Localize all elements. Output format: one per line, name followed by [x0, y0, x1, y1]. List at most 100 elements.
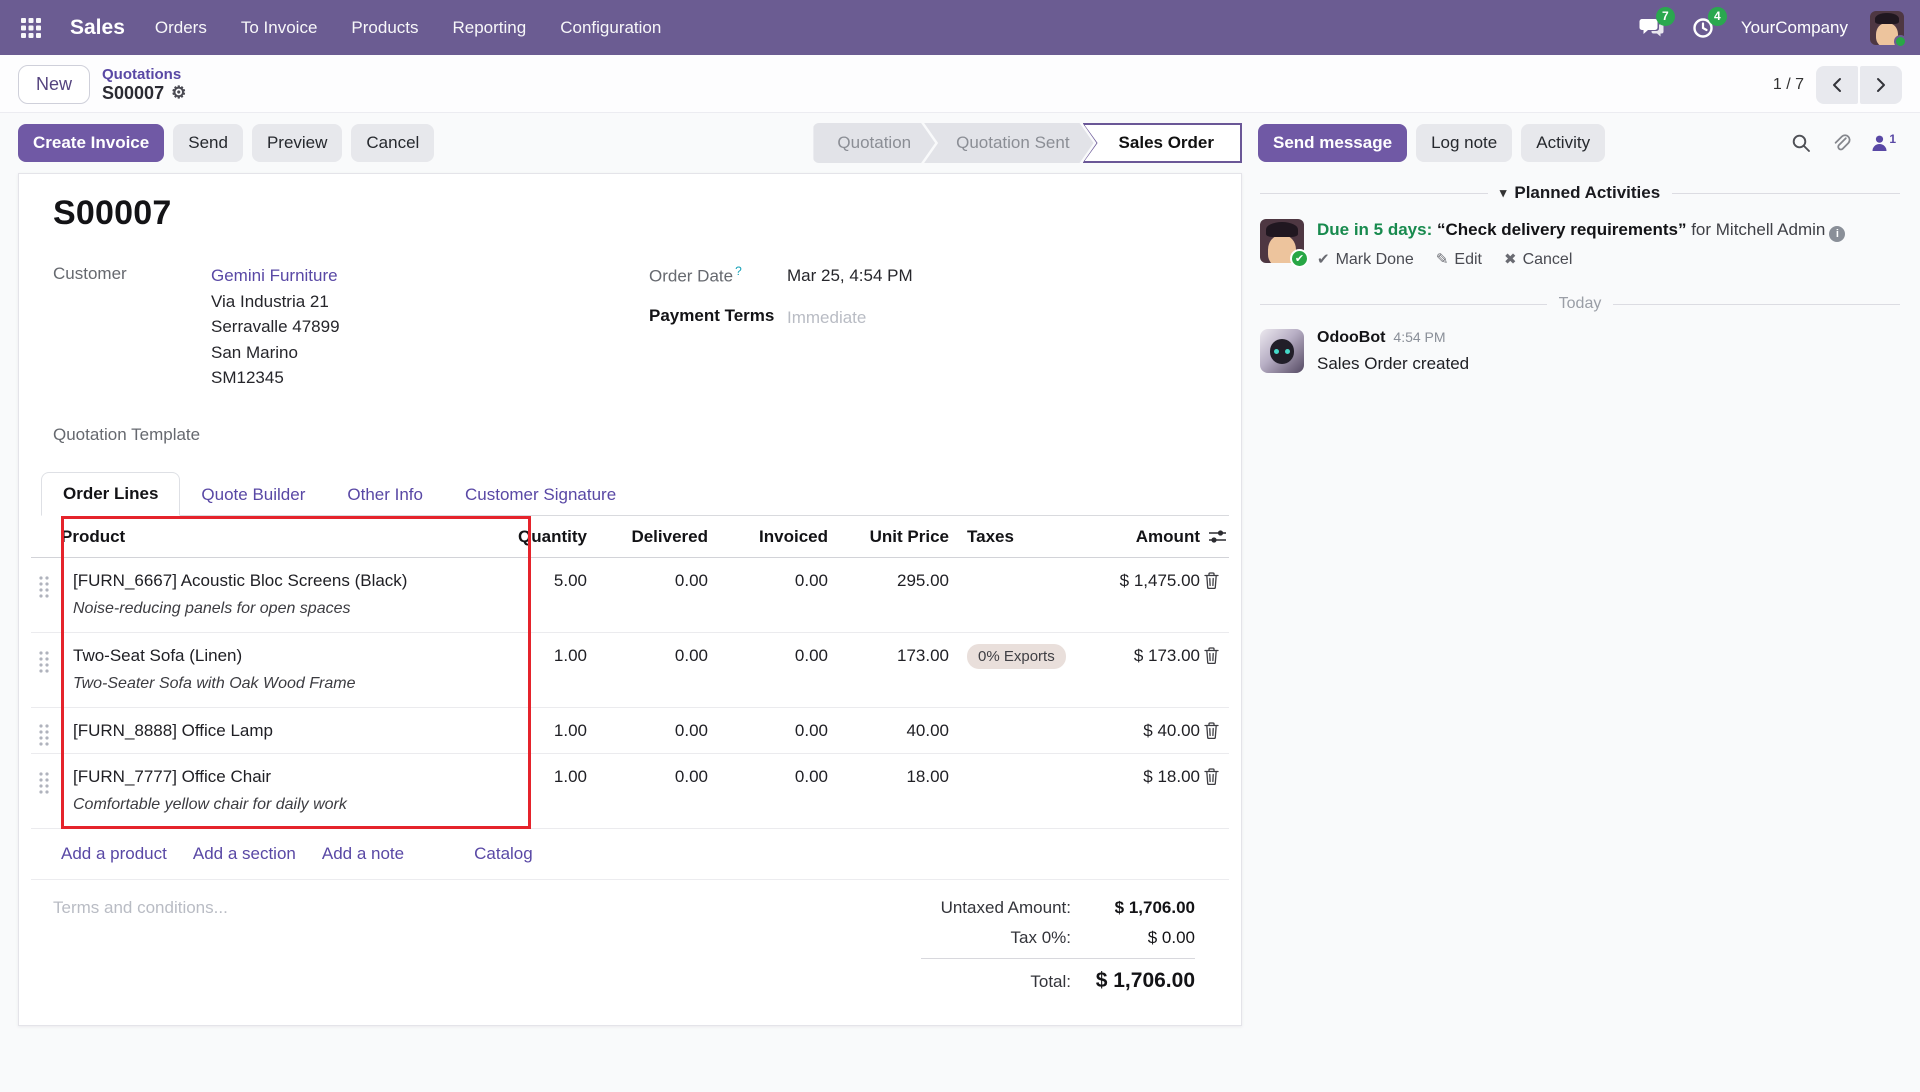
pager-previous-button[interactable]	[1816, 65, 1858, 104]
product-name[interactable]: Two-Seat Sofa (Linen)	[73, 645, 243, 665]
col-header-invoiced[interactable]: Invoiced	[759, 526, 828, 546]
apps-grid-icon[interactable]	[12, 9, 50, 47]
status-step-quotation-sent[interactable]: Quotation Sent	[924, 123, 1093, 163]
product-description[interactable]: Comfortable yellow chair for daily work	[73, 795, 347, 813]
terms-and-conditions-field[interactable]: Terms and conditions...	[53, 897, 228, 917]
catalog-link[interactable]: Catalog	[474, 843, 533, 863]
planned-activities-header[interactable]: ▾ Planned Activities	[1260, 183, 1900, 203]
unit-price-cell[interactable]: 40.00	[906, 720, 949, 740]
col-header-unit-price[interactable]: Unit Price	[869, 526, 949, 546]
product-description[interactable]: Two-Seater Sofa with Oak Wood Frame	[73, 674, 356, 692]
delivered-cell[interactable]: 0.00	[674, 645, 708, 665]
company-switcher[interactable]: YourCompany	[1740, 17, 1848, 37]
product-description[interactable]: Noise-reducing panels for open spaces	[73, 599, 351, 617]
drag-handle-icon[interactable]	[31, 633, 57, 707]
taxes-cell[interactable]	[953, 754, 1098, 828]
cancel-button[interactable]: Cancel	[351, 124, 435, 162]
optional-columns-icon[interactable]	[1204, 516, 1231, 557]
quantity-cell[interactable]: 1.00	[553, 766, 587, 786]
nav-menu-products[interactable]: Products	[351, 17, 419, 37]
delivered-cell[interactable]: 0.00	[674, 720, 708, 740]
settings-gear-icon[interactable]: ⚙	[171, 83, 187, 103]
cancel-activity-link[interactable]: ✖ Cancel	[1503, 251, 1573, 269]
unit-price-cell[interactable]: 295.00	[897, 570, 949, 590]
table-row[interactable]: [FURN_6667] Acoustic Bloc Screens (Black…	[31, 558, 1229, 633]
quantity-cell[interactable]: 1.00	[553, 645, 587, 665]
attachment-icon[interactable]	[1831, 133, 1851, 154]
tab-order-lines[interactable]: Order Lines	[41, 471, 181, 516]
delivered-cell[interactable]: 0.00	[674, 766, 708, 786]
status-step-quotation[interactable]: Quotation	[813, 123, 935, 163]
table-footer-links: Add a product Add a section Add a note C…	[31, 829, 1229, 880]
unit-price-cell[interactable]: 18.00	[906, 766, 949, 786]
tab-other-info[interactable]: Other Info	[347, 484, 423, 504]
chatter: Send message Log note Activity 1 ▾ Plann…	[1258, 113, 1902, 1026]
product-name[interactable]: [FURN_8888] Office Lamp	[73, 720, 273, 740]
send-button[interactable]: Send	[173, 124, 243, 162]
delete-row-icon[interactable]	[1204, 754, 1231, 828]
activity-button[interactable]: Activity	[1521, 124, 1606, 162]
nav-menu-to-invoice[interactable]: To Invoice	[240, 17, 318, 37]
invoiced-cell[interactable]: 0.00	[794, 570, 828, 590]
col-header-product[interactable]: Product	[61, 526, 126, 546]
tab-customer-signature[interactable]: Customer Signature	[464, 484, 617, 504]
delete-row-icon[interactable]	[1204, 708, 1231, 753]
order-date-value[interactable]: Mar 25, 4:54 PM	[787, 266, 913, 285]
quantity-cell[interactable]: 5.00	[553, 570, 587, 590]
taxes-cell[interactable]	[953, 558, 1098, 632]
pager-next-button[interactable]	[1860, 65, 1902, 104]
activities-icon[interactable]: 4	[1689, 6, 1727, 43]
table-row[interactable]: [FURN_8888] Office Lamp 1.00 0.00 0.00 4…	[31, 708, 1229, 754]
invoiced-cell[interactable]: 0.00	[794, 766, 828, 786]
tax-tag[interactable]: 0% Exports	[967, 643, 1066, 669]
messages-icon[interactable]: 7	[1637, 6, 1675, 43]
add-section-link[interactable]: Add a section	[192, 843, 296, 863]
delivered-cell[interactable]: 0.00	[674, 570, 708, 590]
taxes-cell[interactable]	[953, 708, 1098, 753]
payment-terms-field[interactable]: Immediate	[787, 307, 867, 327]
add-product-link[interactable]: Add a product	[61, 843, 167, 863]
table-header-row: Product Quantity Delivered Invoiced Unit…	[31, 516, 1229, 558]
edit-activity-link[interactable]: ✎ Edit	[1435, 251, 1482, 269]
help-question-icon: ?	[735, 264, 742, 278]
nav-menu-configuration[interactable]: Configuration	[560, 17, 662, 37]
invoiced-cell[interactable]: 0.00	[794, 720, 828, 740]
send-message-button[interactable]: Send message	[1258, 124, 1408, 162]
product-name[interactable]: [FURN_6667] Acoustic Bloc Screens (Black…	[73, 570, 408, 590]
breadcrumb-quotations[interactable]: Quotations	[102, 65, 182, 83]
delete-row-icon[interactable]	[1204, 633, 1231, 707]
delete-row-icon[interactable]	[1204, 558, 1231, 632]
preview-button[interactable]: Preview	[251, 124, 343, 162]
add-note-link[interactable]: Add a note	[321, 843, 405, 863]
followers-count: 1	[1889, 132, 1896, 146]
unit-price-cell[interactable]: 173.00	[897, 645, 949, 665]
search-messages-icon[interactable]	[1791, 133, 1811, 153]
customer-link[interactable]: Gemini Furniture	[211, 266, 338, 285]
app-title[interactable]: Sales	[70, 15, 125, 39]
drag-handle-icon[interactable]	[31, 558, 57, 632]
nav-menu-orders[interactable]: Orders	[154, 17, 207, 37]
create-invoice-button[interactable]: Create Invoice	[18, 124, 165, 162]
status-step-sales-order[interactable]: Sales Order	[1082, 123, 1242, 163]
product-name[interactable]: [FURN_7777] Office Chair	[73, 766, 272, 786]
followers-icon[interactable]: 1	[1871, 132, 1896, 152]
invoiced-cell[interactable]: 0.00	[794, 645, 828, 665]
col-header-delivered[interactable]: Delivered	[631, 526, 708, 546]
trash-glyph	[1204, 767, 1219, 785]
mark-done-link[interactable]: ✔ Mark Done	[1317, 251, 1414, 269]
quantity-cell[interactable]: 1.00	[553, 720, 587, 740]
tab-quote-builder[interactable]: Quote Builder	[201, 484, 306, 504]
odoobot-avatar	[1260, 329, 1304, 374]
taxes-cell[interactable]: 0% Exports	[953, 633, 1098, 707]
drag-handle-icon[interactable]	[31, 708, 57, 753]
col-header-taxes[interactable]: Taxes	[967, 526, 1014, 546]
col-header-amount[interactable]: Amount	[1135, 526, 1200, 546]
user-menu[interactable]	[1870, 10, 1907, 48]
drag-handle-icon[interactable]	[31, 754, 57, 828]
new-button[interactable]: New	[18, 65, 91, 104]
log-note-button[interactable]: Log note	[1416, 124, 1513, 162]
nav-menu-reporting[interactable]: Reporting	[452, 17, 527, 37]
table-row[interactable]: [FURN_7777] Office Chair Comfortable yel…	[31, 754, 1229, 829]
table-row[interactable]: Two-Seat Sofa (Linen) Two-Seater Sofa wi…	[31, 633, 1229, 708]
col-header-quantity[interactable]: Quantity	[518, 526, 587, 546]
